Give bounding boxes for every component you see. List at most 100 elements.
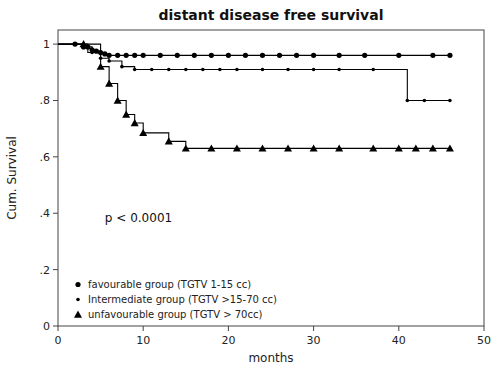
censor-marker: [430, 53, 435, 58]
censor-marker: [201, 68, 205, 72]
y-tick: [53, 269, 58, 270]
censor-marker: [311, 53, 316, 58]
censor-marker: [122, 111, 130, 118]
y-tick: [53, 326, 58, 327]
censor-marker: [261, 68, 265, 72]
censor-marker: [158, 53, 163, 58]
censor-marker: [429, 144, 437, 151]
chart-title: distant disease free survival: [159, 7, 384, 23]
censor-marker: [260, 53, 265, 58]
x-axis-label: months: [248, 351, 293, 365]
censor-marker: [369, 144, 377, 151]
censor-marker: [184, 68, 188, 72]
censor-marker: [396, 53, 401, 58]
censor-marker: [312, 68, 316, 72]
censor-marker: [337, 53, 342, 58]
legend-marker: [76, 298, 80, 302]
censor-marker: [395, 144, 403, 151]
x-tick-label: 30: [307, 334, 321, 347]
censor-marker: [207, 144, 215, 151]
annotation: p < 0.0001: [105, 211, 172, 225]
legend: favourable group (TGTV 1-15 cc) Intermedi…: [74, 279, 277, 320]
censor-marker: [286, 68, 290, 72]
censor-marker: [233, 144, 241, 151]
x-tick-label: 50: [477, 334, 491, 347]
chart: 0 10 20 30 40 50 0 .2 .4 .6 .8 1 months Cum. Survival…: [0, 0, 500, 372]
censor-marker: [284, 144, 292, 151]
censor-marker: [258, 144, 266, 151]
y-tick-label: 0: [43, 320, 50, 333]
censor-marker: [120, 65, 124, 69]
censor-marker: [124, 53, 129, 58]
censor-marker: [141, 53, 146, 58]
censor-marker: [423, 99, 427, 103]
censor-marker: [406, 99, 410, 103]
x-tick: [398, 326, 399, 331]
plot-frame: [58, 30, 484, 326]
y-tick-label: 1: [43, 38, 50, 51]
survival-step-line: [58, 44, 450, 100]
x-tick-label: 0: [55, 334, 62, 347]
y-tick-label: .8: [40, 94, 51, 107]
censor-marker: [277, 53, 282, 58]
censor-marker: [80, 40, 88, 47]
censor-marker: [131, 119, 139, 126]
x-tick-label: 20: [221, 334, 235, 347]
legend-entry: Intermediate group (TGTV >15-70 cc): [88, 294, 277, 305]
censor-marker: [335, 144, 343, 151]
censor-marker: [165, 137, 173, 144]
x-tick-label: 10: [136, 334, 150, 347]
censor-marker: [90, 51, 94, 55]
censor-marker: [447, 53, 452, 58]
censor-marker: [294, 53, 299, 58]
x-tick: [58, 326, 59, 331]
series: [58, 40, 454, 152]
y-tick-label: .4: [40, 207, 51, 220]
x-tick: [313, 326, 314, 331]
censor-marker: [114, 96, 122, 103]
censor-marker: [448, 99, 452, 103]
censor-marker: [107, 53, 112, 58]
censor-marker: [243, 53, 248, 58]
censor-marker: [97, 63, 105, 70]
y-tick: [53, 100, 58, 101]
plot-area: [58, 40, 454, 152]
legend-marker: [74, 311, 82, 318]
censor-marker: [132, 53, 137, 58]
censor-marker: [175, 53, 180, 58]
series: [58, 41, 453, 57]
censor-marker: [209, 53, 214, 58]
legend-marker: [75, 282, 80, 287]
y-tick: [53, 156, 58, 157]
y-tick-label: .6: [40, 151, 51, 164]
censor-marker: [371, 68, 375, 72]
y-axis-label: Cum. Survival: [5, 136, 19, 220]
censor-marker: [337, 68, 341, 72]
censor-marker: [139, 129, 147, 136]
censor-marker: [310, 144, 318, 151]
x-tick-label: 40: [392, 334, 406, 347]
censor-marker: [226, 53, 231, 58]
x-tick: [228, 326, 229, 331]
survival-step-line: [58, 44, 450, 148]
censor-marker: [105, 80, 113, 87]
censor-marker: [115, 53, 120, 58]
censor-marker: [167, 68, 171, 72]
censor-marker: [412, 144, 420, 151]
y-tick: [53, 213, 58, 214]
series: [58, 42, 452, 102]
x-tick: [484, 326, 485, 331]
censor-marker: [218, 68, 222, 72]
censor-marker: [235, 68, 239, 72]
censor-marker: [362, 53, 367, 58]
censor-marker: [150, 68, 154, 72]
x-tick: [143, 326, 144, 331]
legend-entry: unfavourable group (TGTV > 70cc): [88, 309, 262, 320]
legend-entry: favourable group (TGTV 1-15 cc): [88, 279, 251, 290]
censor-marker: [133, 68, 137, 72]
y-tick-label: .2: [40, 264, 51, 277]
censor-marker: [107, 59, 111, 63]
censor-marker: [192, 53, 197, 58]
y-tick: [53, 44, 58, 45]
censor-marker: [446, 144, 454, 151]
